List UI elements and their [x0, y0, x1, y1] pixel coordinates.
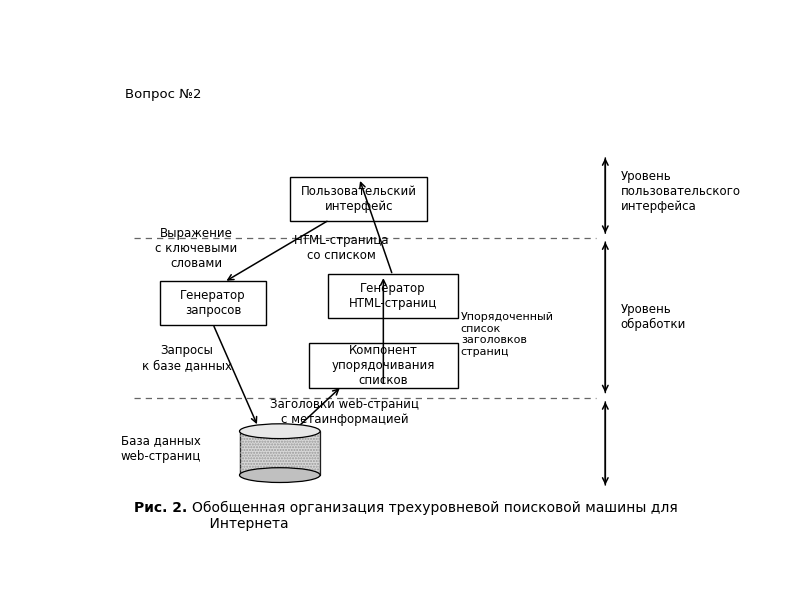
- FancyBboxPatch shape: [327, 274, 458, 318]
- Text: Рис. 2.: Рис. 2.: [134, 501, 187, 515]
- Text: Упорядоченный
список
заголовков
страниц: Упорядоченный список заголовков страниц: [461, 312, 554, 357]
- Ellipse shape: [239, 468, 320, 482]
- Text: Уровень
обработки: Уровень обработки: [621, 303, 686, 331]
- Text: HTML-страница
со списком: HTML-страница со списком: [294, 233, 390, 262]
- Text: Пользовательский
интерфейс: Пользовательский интерфейс: [301, 185, 417, 213]
- Text: Вопрос №2: Вопрос №2: [125, 88, 202, 101]
- Ellipse shape: [239, 424, 320, 439]
- Text: Обобщенная организация трехуровневой поисковой машины для
    Интернета: Обобщенная организация трехуровневой пои…: [192, 501, 678, 531]
- FancyBboxPatch shape: [309, 343, 458, 388]
- Text: Выражение
с ключевыми
словами: Выражение с ключевыми словами: [155, 227, 238, 270]
- Text: Заголовки web-страниц
с метаинформацией: Заголовки web-страниц с метаинформацией: [270, 398, 419, 425]
- Text: Генератор
HTML-страниц: Генератор HTML-страниц: [349, 282, 437, 310]
- Text: Генератор
запросов: Генератор запросов: [180, 289, 246, 317]
- FancyBboxPatch shape: [290, 177, 427, 221]
- Text: Уровень
пользовательского
интерфейса: Уровень пользовательского интерфейса: [621, 170, 741, 212]
- Text: База данных
web-страниц: База данных web-страниц: [121, 434, 201, 463]
- Text: Запросы
к базе данных: Запросы к базе данных: [142, 344, 232, 373]
- FancyBboxPatch shape: [160, 281, 266, 325]
- Polygon shape: [239, 431, 320, 475]
- Text: Компонент
упорядочивания
списков: Компонент упорядочивания списков: [332, 344, 435, 387]
